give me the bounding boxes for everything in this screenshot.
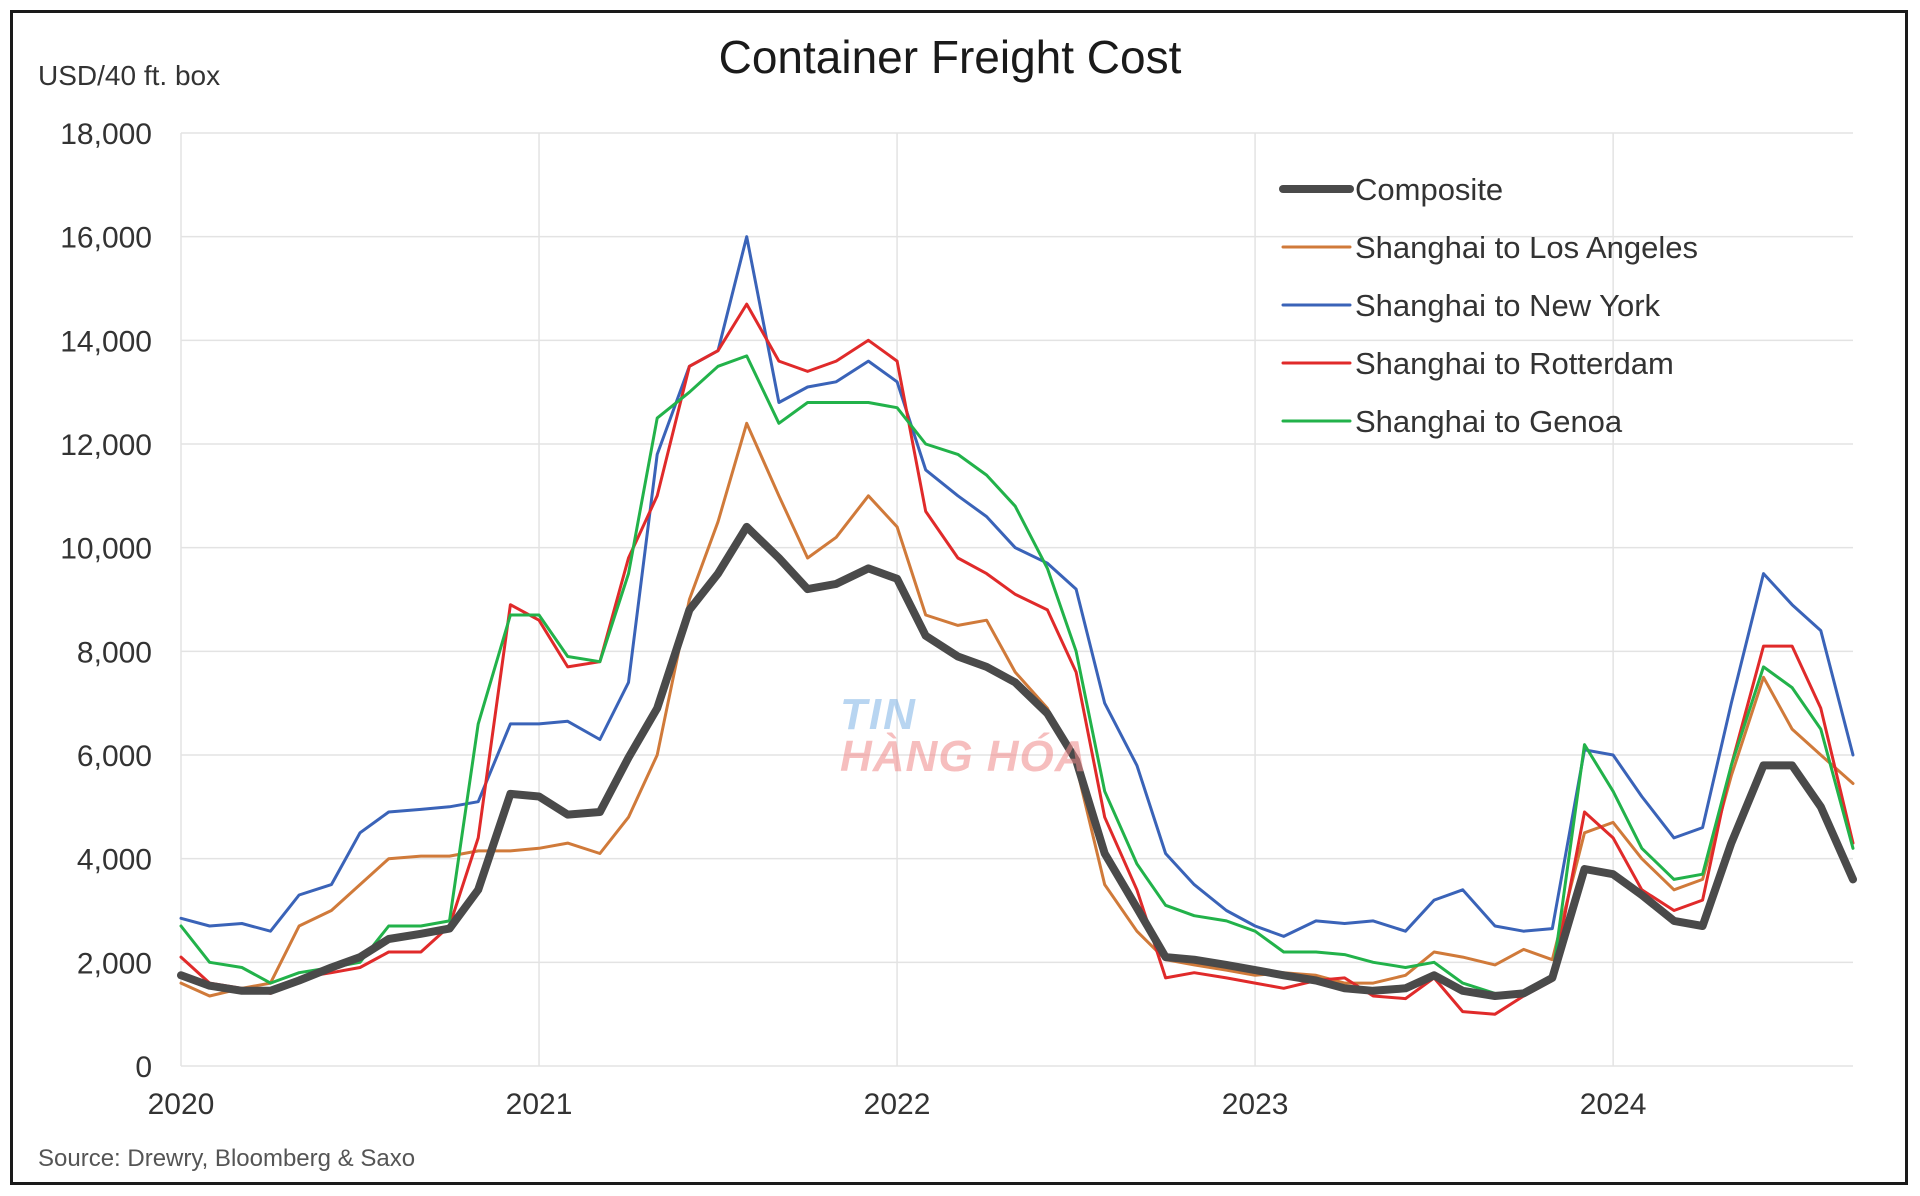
x-tick-label: 2021 [506,1088,573,1121]
series-line-shanghai-to-rotterdam [179,302,1855,1016]
y-tick-label: 0 [135,1051,152,1084]
source-note: Source: Drewry, Bloomberg & Saxo [38,1145,416,1172]
chart-frame [10,10,1908,1185]
x-tick-label: 2020 [148,1088,215,1121]
y-tick-label: 2,000 [77,947,152,980]
y-tick-label: 12,000 [60,429,152,462]
y-tick-label: 10,000 [60,533,152,566]
legend-label: Shanghai to New York [1355,288,1661,323]
x-tick-label: 2024 [1580,1088,1647,1121]
x-tick-label: 2023 [1222,1088,1289,1121]
series-line-shanghai-to-new-york [179,235,1855,938]
y-tick-label: 4,000 [77,844,152,877]
series-line-composite [177,522,1857,1000]
legend-label: Shanghai to Rotterdam [1355,346,1674,381]
y-tick-label: 14,000 [60,325,152,358]
series-line-shanghai-to-genoa [179,354,1855,995]
y-tick-label: 8,000 [77,636,152,669]
y-tick-label: 18,000 [60,118,152,151]
chart-title: Container Freight Cost [718,31,1182,83]
y-axis-unit-label: USD/40 ft. box [38,60,221,91]
legend-label: Shanghai to Genoa [1355,404,1623,439]
legend-label: Composite [1355,172,1503,207]
legend-label: Shanghai to Los Angeles [1355,230,1698,265]
y-tick-label: 16,000 [60,222,152,255]
y-tick-label: 6,000 [77,740,152,773]
x-tick-label: 2022 [864,1088,931,1121]
